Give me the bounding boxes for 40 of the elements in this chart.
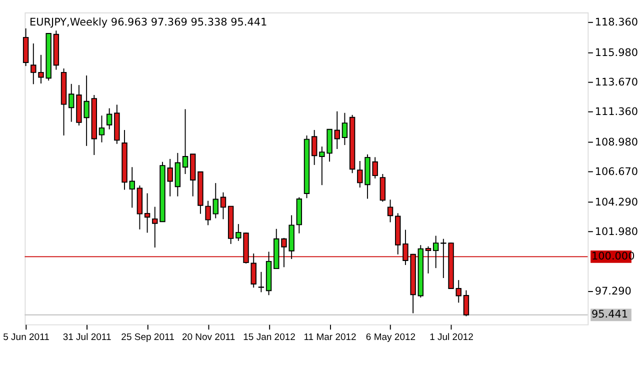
candlestick: [174, 152, 181, 197]
x-tick-label: 31 Jul 2011: [62, 332, 112, 344]
candlestick: [68, 83, 74, 122]
candlestick: [387, 199, 394, 223]
candlestick: [98, 115, 105, 143]
text: EURJPY,Weekly 96.963 97.369 95.338 95.441: [29, 16, 268, 29]
x-tick-label: 11 Mar 2012: [304, 332, 356, 344]
candlestick: [342, 112, 348, 146]
candlestick: [425, 246, 432, 274]
y-tick-label: 111.360: [594, 106, 638, 118]
x-tick-label: 20 Nov 2011: [182, 332, 236, 344]
candlestick: [152, 206, 158, 248]
y-tick-label: 104.290: [594, 196, 638, 208]
candlestick: [334, 110, 340, 150]
candlestick: [432, 235, 439, 269]
candlestick: [205, 200, 211, 226]
y-tick-label: 115.980: [594, 47, 638, 60]
candlestick: [106, 108, 112, 130]
y-tick-label: 106.670: [594, 166, 638, 178]
y-tick-label: 108.980: [594, 136, 638, 148]
y-tick-label: 113.670: [594, 76, 638, 89]
ref-line-label: 95.441: [592, 308, 628, 321]
x-tick-label: 6 May 2012: [366, 332, 416, 344]
x-tick-label: 5 Jun 2011: [3, 332, 50, 344]
y-tick-label: 101.980: [594, 226, 638, 238]
y-tick-label: 97.290: [594, 286, 632, 298]
candlestick: [129, 166, 135, 208]
candlestick: [220, 192, 226, 220]
x-tick-label: 1 Jul 2012: [430, 332, 474, 344]
x-tick-label: 25 Sep 2011: [121, 332, 174, 344]
candlestick: [311, 130, 318, 166]
candlestick: [463, 290, 470, 317]
candlestick: [258, 271, 264, 293]
y-tick-label: 118.360: [594, 16, 638, 29]
candlestick: [456, 280, 462, 304]
candlestick: [144, 192, 150, 234]
candlestick: [380, 174, 386, 202]
x-tick-label: 15 Jan 2012: [243, 332, 296, 344]
candlestick: [212, 182, 218, 219]
candlestick: [182, 108, 188, 174]
